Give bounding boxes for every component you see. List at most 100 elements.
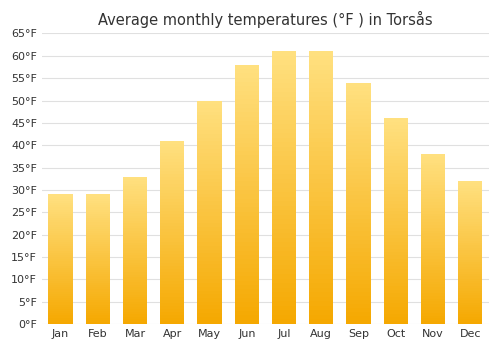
Bar [198, 223, 222, 227]
Bar [421, 293, 445, 296]
Bar [86, 244, 110, 246]
Bar [198, 309, 222, 313]
Bar [234, 298, 259, 302]
Bar [160, 248, 184, 251]
Bar [346, 276, 370, 280]
Bar [160, 241, 184, 245]
Bar [123, 236, 147, 238]
Bar [86, 223, 110, 225]
Bar [384, 279, 408, 283]
Bar [309, 165, 334, 169]
Bar [384, 238, 408, 242]
Bar [421, 214, 445, 216]
Bar [421, 168, 445, 171]
Bar [346, 163, 370, 167]
Bar [160, 171, 184, 174]
Bar [272, 83, 296, 88]
Bar [421, 321, 445, 324]
Bar [384, 183, 408, 187]
Bar [421, 191, 445, 194]
Bar [346, 171, 370, 175]
Bar [421, 216, 445, 219]
Bar [123, 317, 147, 319]
Bar [272, 70, 296, 74]
Bar [234, 276, 259, 281]
Bar [48, 203, 72, 205]
Bar [86, 194, 110, 197]
Bar [458, 315, 482, 317]
Bar [48, 225, 72, 227]
Bar [198, 250, 222, 253]
Bar [160, 284, 184, 287]
Bar [309, 79, 334, 83]
Bar [48, 298, 72, 300]
Bar [458, 312, 482, 315]
Bar [86, 304, 110, 307]
Bar [384, 283, 408, 286]
Bar [86, 259, 110, 261]
Bar [48, 287, 72, 289]
Bar [384, 290, 408, 293]
Bar [234, 164, 259, 168]
Bar [384, 242, 408, 245]
Bar [48, 289, 72, 292]
Bar [198, 261, 222, 264]
Bar [198, 209, 222, 212]
Bar [421, 225, 445, 228]
Bar [421, 301, 445, 304]
Bar [48, 294, 72, 296]
Bar [309, 279, 334, 283]
Bar [309, 320, 334, 324]
Bar [384, 208, 408, 211]
Bar [160, 294, 184, 296]
Bar [272, 151, 296, 156]
Bar [384, 211, 408, 214]
Bar [421, 247, 445, 250]
Bar [384, 259, 408, 262]
Bar [421, 265, 445, 267]
Bar [346, 296, 370, 300]
Bar [198, 220, 222, 223]
Bar [421, 208, 445, 211]
Bar [309, 128, 334, 133]
Bar [198, 298, 222, 302]
Bar [421, 188, 445, 191]
Bar [48, 210, 72, 212]
Bar [458, 284, 482, 286]
Bar [160, 199, 184, 202]
Bar [309, 265, 334, 270]
Bar [346, 292, 370, 296]
Bar [86, 238, 110, 240]
Bar [234, 186, 259, 190]
Bar [123, 255, 147, 258]
Bar [86, 289, 110, 292]
Bar [48, 207, 72, 210]
Bar [384, 252, 408, 256]
Bar [48, 238, 72, 240]
Bar [123, 201, 147, 204]
Bar [234, 112, 259, 117]
Bar [160, 211, 184, 214]
Bar [272, 279, 296, 283]
Bar [198, 112, 222, 116]
Bar [234, 65, 259, 69]
Bar [272, 188, 296, 192]
Bar [123, 221, 147, 223]
Bar [346, 260, 370, 264]
Bar [123, 319, 147, 322]
Bar [48, 276, 72, 279]
Bar [384, 142, 408, 146]
Bar [160, 226, 184, 229]
Bar [160, 196, 184, 199]
Bar [86, 229, 110, 231]
Bar [123, 307, 147, 309]
Bar [421, 262, 445, 265]
Bar [384, 170, 408, 173]
Bar [384, 204, 408, 208]
Bar [198, 234, 222, 238]
Bar [123, 248, 147, 250]
Bar [48, 201, 72, 203]
Bar [384, 218, 408, 221]
Bar [86, 227, 110, 229]
Bar [48, 266, 72, 268]
